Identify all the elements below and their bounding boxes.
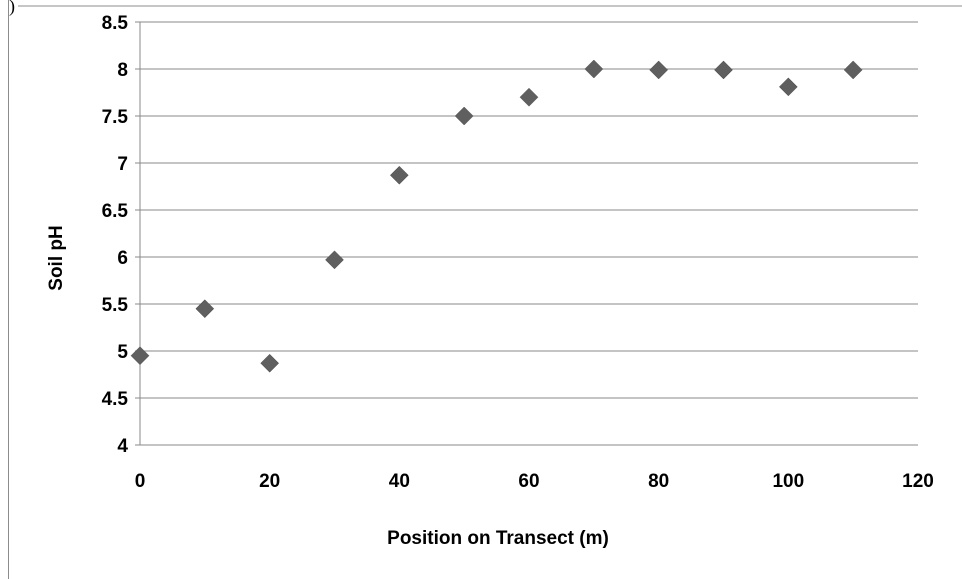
x-tick-label: 120 xyxy=(902,471,934,492)
y-tick-label: 6.5 xyxy=(102,201,129,222)
x-tick-label: 60 xyxy=(518,471,539,492)
x-tick-label: 100 xyxy=(772,471,804,492)
y-tick-labels: 4 4.5 5 5.5 6 6.5 7 7.5 8 8.5 xyxy=(102,13,129,457)
data-point-marker xyxy=(843,60,863,80)
x-axis-title: Position on Transect (m) xyxy=(387,528,609,549)
data-point-marker xyxy=(389,165,409,185)
data-point-marker xyxy=(454,106,474,126)
data-point-marker xyxy=(325,250,344,270)
data-point-marker xyxy=(714,60,733,80)
y-axis-title: Soil pH xyxy=(46,225,67,290)
x-tick-label: 40 xyxy=(389,471,410,492)
y-tick-label: 5.5 xyxy=(102,295,129,316)
data-points xyxy=(130,59,863,373)
y-tick-label: 8.5 xyxy=(102,13,129,34)
y-tick-label: 7.5 xyxy=(102,107,129,128)
axes xyxy=(135,21,918,446)
data-point-marker xyxy=(130,346,150,366)
y-tick-label: 8 xyxy=(117,60,128,81)
gridlines xyxy=(140,21,918,399)
x-tick-labels: 0 20 40 60 80 100 120 xyxy=(135,471,934,492)
x-tick-label: 0 xyxy=(135,471,146,492)
data-point-marker xyxy=(584,59,604,79)
y-tick-label: 5 xyxy=(117,342,128,363)
y-tick-label: 6 xyxy=(117,248,128,269)
y-tick-label: 4 xyxy=(117,436,128,457)
y-tick-label: 7 xyxy=(117,154,128,175)
data-point-marker xyxy=(649,60,669,80)
data-point-marker xyxy=(260,353,280,373)
x-tick-label: 20 xyxy=(259,471,280,492)
data-point-marker xyxy=(778,77,798,97)
y-tick-label: 4.5 xyxy=(102,389,129,410)
x-tick-label: 80 xyxy=(648,471,669,492)
corner-paren: ) xyxy=(9,0,15,17)
data-point-marker xyxy=(195,299,215,319)
data-point-marker xyxy=(519,87,539,107)
